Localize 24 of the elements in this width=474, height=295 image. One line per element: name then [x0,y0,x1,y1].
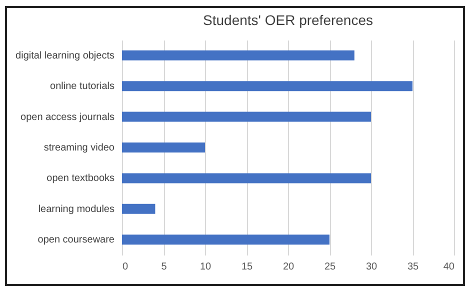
x-tick-label: 5 [161,262,168,272]
x-tick-label: 0 [122,262,128,272]
x-tick-label: 25 [324,262,336,272]
bar [122,81,412,92]
y-tick-label: learning modules [38,204,114,215]
y-tick-label: open textbooks [46,173,114,184]
x-tick-label: 15 [241,262,253,272]
y-tick-label: open courseware [38,234,115,246]
x-tick-label: 40 [443,262,455,272]
y-tick-label: digital learning objects [16,50,114,62]
bar [122,112,371,122]
x-tick-label: 20 [282,262,294,272]
x-tick-label: 35 [407,262,419,272]
bar [122,204,156,214]
y-tick-label: online tutorials [50,81,114,92]
bar [122,142,205,152]
x-tick-label: 30 [366,262,378,272]
y-tick-label: open access journals [20,112,114,123]
bar [122,173,371,184]
bar [122,234,330,245]
x-tick-label: 10 [200,262,212,272]
bar [122,50,354,60]
chart-title: Students' OER preferences [203,12,373,28]
y-tick-label: streaming video [44,142,115,154]
